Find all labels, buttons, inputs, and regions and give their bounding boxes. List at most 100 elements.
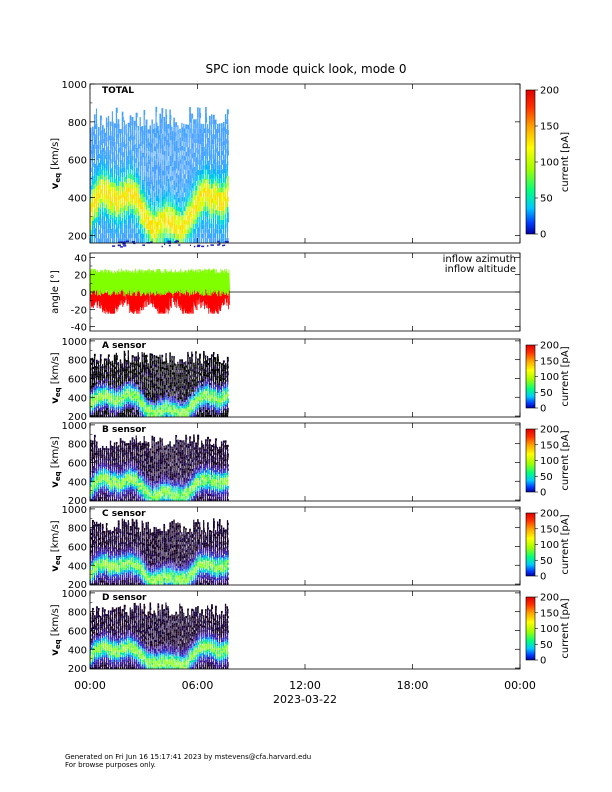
heatmap-cell [107,460,110,463]
heatmap-cell [91,166,94,172]
heatmap-cell [139,395,142,399]
heatmap-cell [113,476,116,479]
heatmap-cell [195,162,197,167]
heatmap-cell [187,359,189,362]
heatmap-cell [151,378,153,381]
heatmap-cell [177,374,180,377]
heatmap-cell [193,387,195,390]
heatmap-cell [145,457,148,460]
heatmap-cell [207,174,209,180]
heatmap-cell [147,498,149,501]
heatmap-cell [113,371,116,374]
heatmap-cell [127,458,130,461]
heatmap-cell [141,170,143,176]
heatmap-cell [224,365,227,368]
heatmap-cell [111,414,114,417]
heatmap-cell [149,458,152,461]
heatmap-cell [127,375,130,379]
heatmap-cell [99,414,102,417]
heatmap-cell [101,394,104,397]
heatmap-cell [119,212,121,217]
heatmap-cell [224,406,227,409]
heatmap-cell [139,498,141,501]
heatmap-cell [214,228,217,234]
heatmap-cell [177,458,180,461]
heatmap-cell [155,498,158,501]
heatmap-cell [211,378,213,381]
heatmap-cell [151,363,154,366]
heatmap-cell [173,459,176,462]
heatmap-cell [141,238,144,243]
heatmap-cell [197,374,199,377]
heatmap-cell [211,385,213,389]
heatmap-cell [226,410,229,413]
heatmap-cell [125,456,128,459]
heatmap-cell [139,477,141,481]
heatmap-cell [193,162,195,167]
heatmap-cell [171,484,174,487]
heatmap-cell [111,467,114,470]
heatmap-cell [151,181,153,187]
heatmap-cell [117,387,120,390]
heatmap-cell [117,378,120,382]
heatmap-cell [129,370,132,374]
heatmap-cell [193,396,195,399]
heatmap-cell [111,484,114,487]
heatmap-cell [167,142,170,147]
heatmap-cell [163,213,166,219]
heatmap-cell [191,354,194,357]
heatmap-cell [123,162,125,168]
heatmap-cell [199,407,201,410]
heatmap-cell [169,364,172,368]
heatmap-cell [119,445,122,448]
heatmap-cell [113,183,116,188]
heatmap-cell [90,132,92,137]
heatmap-cell [93,465,96,468]
heatmap-cell [105,479,108,482]
heatmap-cell [191,411,193,415]
heatmap-cell [149,390,151,393]
heatmap-cell [226,114,229,120]
heatmap-cell [143,471,145,474]
heatmap-cell [220,183,223,188]
heatmap-cell [191,183,194,189]
heatmap-cell [226,393,229,397]
heatmap-cell [97,460,100,463]
heatmap-cell [147,155,150,160]
heatmap-cell [129,496,132,499]
heatmap-cell [216,123,219,129]
heatmap-cell [185,197,187,202]
heatmap-cell [224,188,227,194]
heatmap-cell [181,403,184,406]
heatmap-cell [101,129,104,135]
heatmap-cell [95,388,98,391]
heatmap-cell [205,185,207,191]
heatmap-cell [103,376,106,379]
heatmap-cell [171,494,173,497]
heatmap-cell [117,447,119,450]
heatmap-cell [159,133,161,139]
heatmap-cell [209,360,211,363]
heatmap-cell [121,398,124,401]
heatmap-cell [163,372,165,375]
heatmap-cell [137,162,140,167]
heatmap-cell [167,400,169,403]
heatmap-cell [91,175,94,181]
heatmap-cell [93,356,96,359]
heatmap-cell [99,468,102,471]
heatmap-cell [125,371,128,374]
heatmap-cell [145,378,148,382]
heatmap-cell [159,471,162,475]
heatmap-cell [127,487,130,490]
heatmap-cell [161,361,164,365]
heatmap-cell [123,473,125,476]
heatmap-cell [161,206,163,212]
heatmap-cell [187,401,190,405]
heatmap-cell [127,498,130,501]
heatmap-cell [171,475,174,479]
heatmap-cell [117,200,120,205]
heatmap-cell [169,452,171,456]
heatmap-cell [212,218,215,224]
heatmap-cell [222,373,225,376]
heatmap-cell [137,456,140,459]
